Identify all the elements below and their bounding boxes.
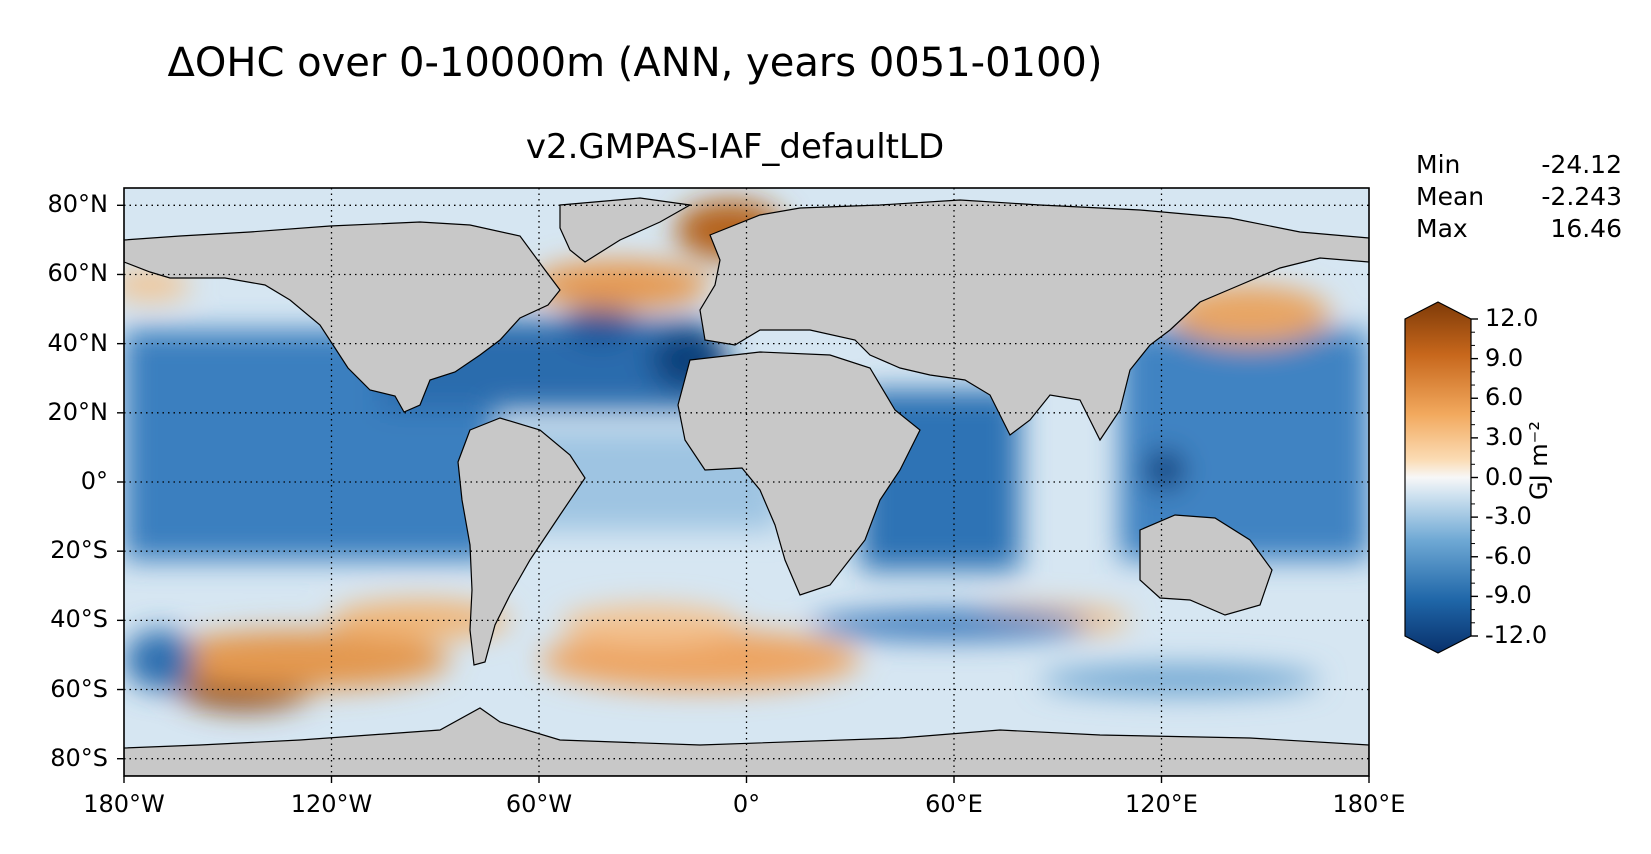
gridlines: [124, 188, 1369, 776]
y-tick-label: 60°S: [50, 674, 108, 703]
stat-max-value: 16.46: [1550, 214, 1622, 243]
colorbar-tick-label: 3.0: [1485, 422, 1524, 451]
y-tick-label: 0°: [80, 467, 108, 495]
x-tick-label: 0°: [732, 790, 761, 818]
colorbar-tick-label: -12.0: [1485, 621, 1548, 649]
land-africa: [677, 351, 921, 596]
y-tick-label: 40°N: [47, 328, 109, 357]
colorbar-tick-label: 12.0: [1485, 304, 1539, 332]
colorbar-tick-label: 9.0: [1485, 343, 1524, 372]
chart-title: ΔOHC over 0-10000m (ANN, years 0051-0100…: [167, 40, 1103, 86]
stat-min-value: -24.12: [1541, 150, 1622, 179]
land-australia: [1139, 514, 1273, 616]
land-eurasia: [699, 199, 1369, 442]
colorbar: [1404, 301, 1478, 654]
y-tick-label: 80°N: [47, 190, 109, 219]
stat-mean-label: Mean: [1416, 182, 1485, 211]
x-tick-label: 180°E: [1332, 790, 1406, 818]
colorbar-tick-label: 0.0: [1485, 462, 1524, 491]
land-south-america: [457, 417, 586, 666]
land-antarctica: [124, 707, 1369, 776]
stat-min-label: Min: [1416, 150, 1461, 179]
x-tick-label: 120°W: [290, 790, 373, 818]
y-tick-label: 20°N: [47, 397, 109, 426]
colorbar-tick-label: 6.0: [1485, 383, 1524, 412]
colorbar-tick-label: -3.0: [1485, 502, 1532, 531]
x-tick-label: 120°E: [1125, 790, 1198, 818]
y-tick-label: 40°S: [50, 605, 108, 634]
colorbar-ticks: [1471, 318, 1478, 637]
x-tick-label: 60°W: [505, 790, 573, 818]
chart-subtitle: v2.GMPAS-IAF_defaultLD: [525, 127, 945, 167]
colorbar-tick-label: -6.0: [1485, 541, 1532, 570]
axis-ticks: [117, 204, 1370, 783]
land-greenland: [559, 197, 692, 263]
stat-mean-value: -2.243: [1541, 182, 1622, 211]
land-north-america: [124, 221, 561, 413]
stat-max-label: Max: [1416, 214, 1468, 243]
y-tick-label: 60°N: [47, 259, 109, 288]
y-tick-label: 20°S: [50, 536, 108, 565]
y-tick-label: 80°S: [50, 743, 108, 772]
land-masses: [124, 197, 1369, 776]
colorbar-body: [1404, 301, 1472, 654]
colorbar-label: GJ m⁻²: [1525, 421, 1553, 500]
x-tick-label: 60°E: [925, 790, 983, 818]
colorbar-tick-label: -9.0: [1485, 581, 1532, 610]
x-tick-label: 180°W: [83, 790, 165, 818]
